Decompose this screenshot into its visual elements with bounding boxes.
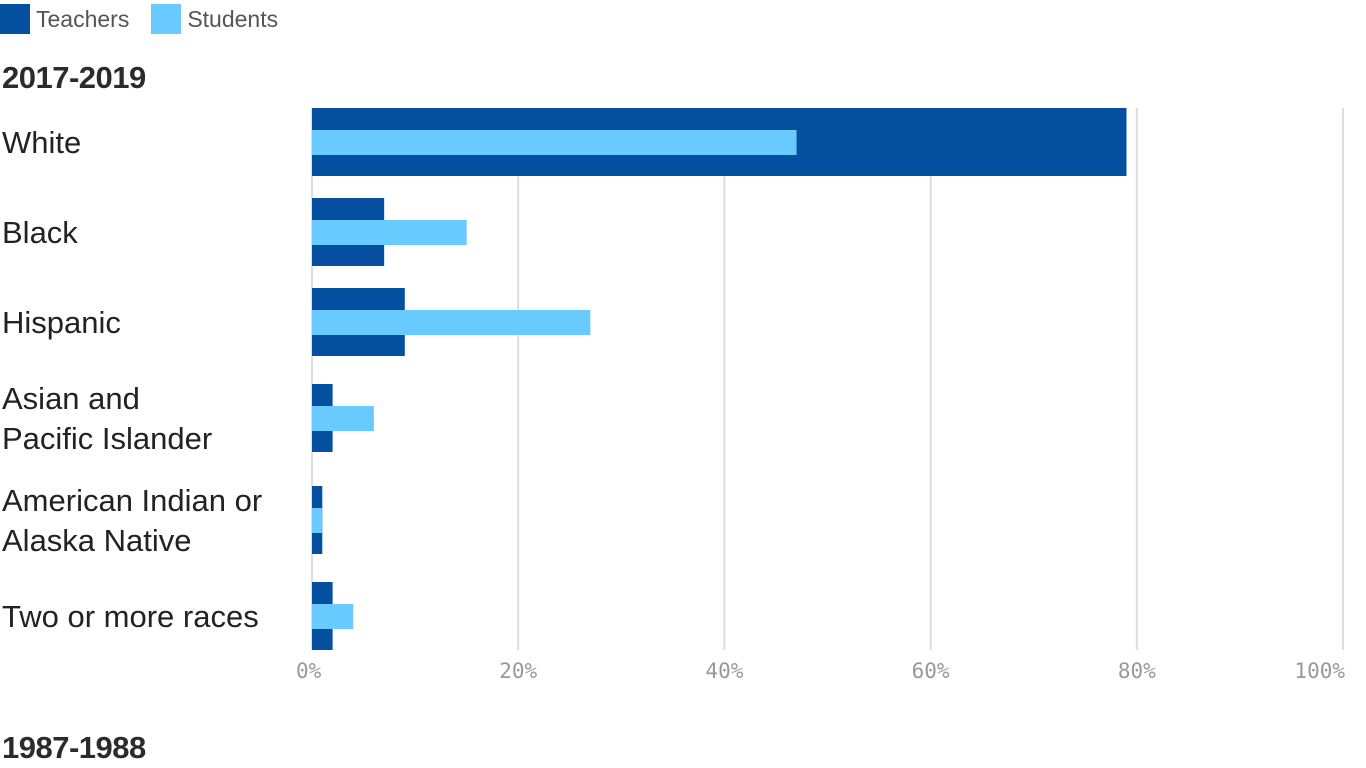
x-tick-label: 20% [499,659,537,683]
category-label: White [2,125,81,160]
bar-students [312,130,797,155]
x-tick-label: 60% [912,659,950,683]
category-label: Hispanic [2,305,121,340]
x-tick-label: 40% [705,659,743,683]
legend-swatch-teachers [0,4,30,34]
category-label: Alaska Native [2,523,192,558]
legend-item-teachers: Teachers [0,4,129,34]
chart-title-2017-2019: 2017-2019 [2,60,146,95]
category-label: Pacific Islander [2,421,212,456]
chart-title-1987-1988: 1987-1988 [2,730,146,765]
legend-label-teachers: Teachers [36,5,130,32]
bar-students [312,604,354,629]
legend-label-students: Students [187,5,279,32]
bar-students [312,220,467,245]
category-label: Two or more races [2,599,259,634]
category-label: Asian and [2,381,140,416]
x-tick-label: 100% [1294,659,1345,683]
bar-students [312,406,374,431]
legend-item-students: Students [151,4,278,34]
chart-legend: Teachers Students [0,4,278,34]
bar-students [312,310,591,335]
x-tick-label: 80% [1118,659,1156,683]
category-label: American Indian or [2,483,262,518]
legend-swatch-students [151,4,182,34]
x-tick-label: 0% [296,659,322,683]
category-label: Black [2,215,78,250]
bar-students [312,508,323,533]
